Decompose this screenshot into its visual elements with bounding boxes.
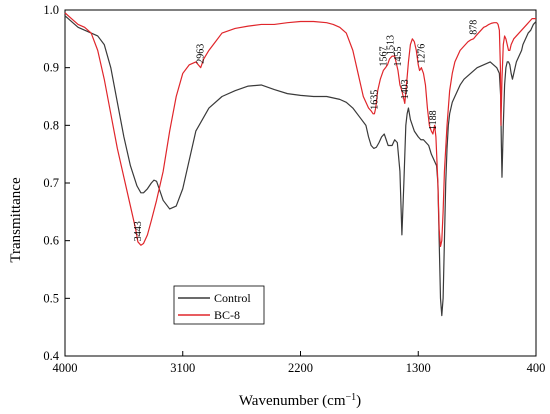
x-axis-title-superscript: −1 (346, 392, 357, 403)
y-tick-label: 1.0 (43, 3, 59, 17)
series-line-bc-8 (64, 12, 536, 248)
y-tick-label: 0.7 (43, 176, 59, 190)
legend-label: Control (214, 291, 251, 305)
legend-box (173, 285, 265, 325)
peak-label: 1276 (416, 44, 427, 64)
y-tick-label: 0.5 (43, 291, 59, 305)
x-tick-label: 3100 (170, 361, 195, 375)
x-axis-title-close: ) (356, 393, 361, 409)
x-tick-label: 400 (527, 361, 546, 375)
peak-label: 3443 (133, 221, 144, 241)
peak-label: 1403 (400, 79, 411, 99)
series-line-control (64, 15, 537, 317)
peak-label: 1455 (393, 47, 404, 67)
y-axis-title: Transmittance (8, 177, 24, 263)
y-tick-label: 0.8 (43, 118, 59, 132)
peak-label: 1188 (428, 110, 439, 130)
x-axis-title-main: Wavenumber (cm (239, 393, 346, 409)
y-tick-label: 0.4 (43, 349, 59, 363)
x-tick-label: 2200 (288, 361, 313, 375)
y-tick-label: 0.9 (43, 61, 59, 75)
peak-label: 1635 (369, 90, 380, 110)
series-layer (64, 12, 537, 317)
legend: Control BC-8 (173, 285, 265, 325)
x-axis-title: Wavenumber (cm−1) (239, 392, 361, 410)
peak-label: 2963 (196, 44, 207, 64)
x-tick-label: 4000 (53, 361, 78, 375)
x-tick-label: 1300 (406, 361, 431, 375)
peak-label: 1567 (378, 47, 389, 67)
y-tick-label: 0.6 (43, 234, 59, 248)
ticks-layer: 4000 3100 2200 1300 400 0.4 0.5 0.6 0.7 0.8 0.9 1.0 (43, 3, 545, 375)
legend-label: BC-8 (214, 308, 240, 322)
peak-label: 878 (469, 20, 480, 35)
peak-label: 1513 (385, 35, 396, 55)
